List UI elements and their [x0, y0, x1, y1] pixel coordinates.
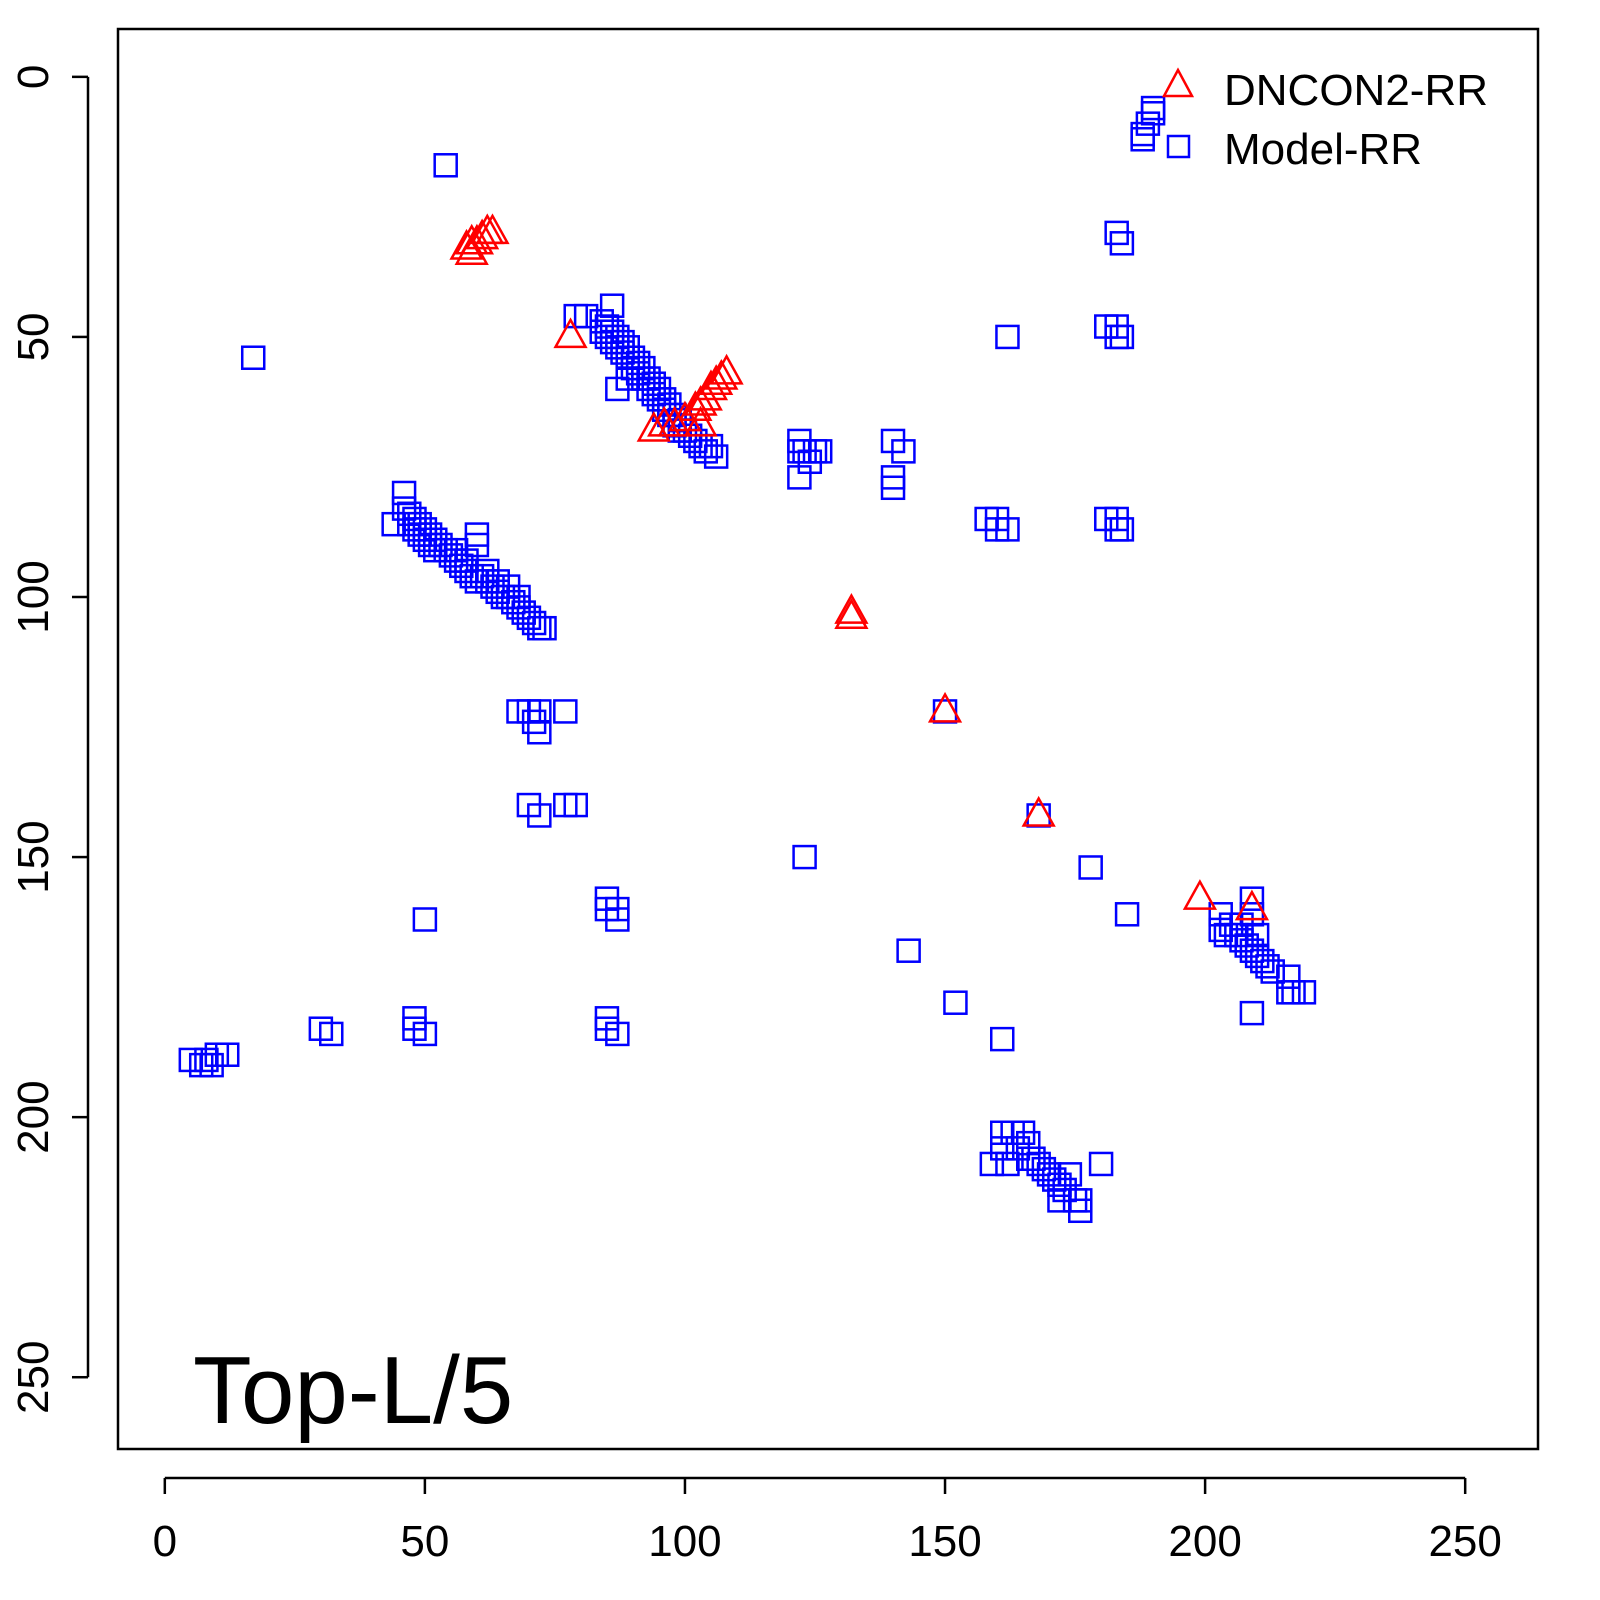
plot-frame: [116, 27, 1540, 1451]
model-rr-point: [1276, 964, 1301, 989]
model-rr-point: [792, 844, 817, 870]
model-rr-point: [240, 345, 266, 370]
legend: DNCON2-RR Model-RR: [1161, 66, 1488, 174]
model-rr-point: [1291, 980, 1317, 1005]
model-rr-point: [1088, 1151, 1114, 1177]
model-rr-point: [1068, 1188, 1093, 1213]
model-rr-point: [979, 1151, 1005, 1177]
model-rr-point: [553, 699, 578, 724]
dncon2-rr-point: [693, 369, 729, 401]
dncon2-rr-point: [449, 228, 484, 260]
x-tick-label: 50: [400, 1517, 449, 1566]
model-rr-point: [605, 907, 630, 932]
y-tick-label: 0: [9, 65, 58, 89]
panel-annotation: Top-L/5: [193, 1337, 513, 1444]
data-points: [178, 95, 1317, 1224]
legend-square-icon: [1166, 134, 1191, 159]
x-tick-label: 250: [1428, 1517, 1501, 1566]
y-axis: 0 50 100 150 200 250: [9, 65, 90, 1414]
model-rr-point: [412, 907, 438, 932]
x-tick-label: 100: [648, 1517, 721, 1566]
model-rr-point: [891, 439, 916, 464]
model-rr-point: [1239, 886, 1265, 911]
model-rr-point: [1109, 231, 1135, 256]
dncon2-rr-point: [704, 358, 739, 390]
model-rr-point: [527, 803, 552, 828]
dncon2-rr-point: [834, 593, 869, 624]
model-rr-point: [943, 990, 968, 1015]
dncon2-rr-point: [709, 353, 744, 385]
model-rr-point: [527, 699, 552, 724]
model-rr-point: [412, 1021, 438, 1047]
model-rr-point: [433, 153, 458, 178]
dncon2-rr-point: [1021, 795, 1056, 827]
model-rr-point: [1244, 922, 1270, 948]
model-rr-point: [1057, 1162, 1083, 1187]
model-rr-point: [319, 1021, 344, 1047]
dncon2-rr-point: [459, 223, 495, 255]
dncon2-rr-point: [464, 218, 500, 250]
y-tick-label: 50: [9, 312, 58, 361]
model-rr-point: [1130, 127, 1155, 152]
model-rr-point: [615, 366, 640, 391]
x-tick-label: 0: [153, 1517, 177, 1566]
model-rr-point: [1109, 324, 1135, 350]
dncon2-rr-point: [475, 213, 510, 245]
model-rr-point: [506, 584, 531, 610]
model-rr-point: [932, 699, 958, 724]
x-axis: 0 50 100 150 200 250: [153, 1476, 1502, 1566]
model-rr-point: [995, 517, 1020, 542]
dncon2-rr-point: [683, 384, 718, 416]
model-rr-point: [1078, 855, 1103, 880]
model-rr-point: [1140, 95, 1166, 121]
model-rr-point: [1260, 959, 1285, 984]
dncon2-rr-point: [699, 364, 734, 395]
model-rr-point: [1114, 902, 1140, 927]
model-rr-point: [1109, 517, 1135, 542]
y-tick-label: 150: [9, 820, 58, 893]
model-rr-point: [807, 439, 833, 464]
legend-label-model: Model-RR: [1224, 125, 1422, 174]
model-rr-point: [1239, 1000, 1265, 1026]
model-rr-point: [1026, 803, 1051, 828]
dncon2-rr-point: [553, 317, 588, 349]
legend-triangle-icon: [1161, 67, 1195, 98]
model-rr-point: [989, 1026, 1015, 1052]
dncon2-rr-point: [636, 410, 671, 442]
dncon2-rr-point: [667, 400, 703, 432]
x-tick-label: 150: [908, 1517, 981, 1566]
dncon2-rr-point: [1182, 879, 1218, 910]
dncon2-rr-point: [657, 405, 692, 437]
model-rr-point: [391, 480, 417, 506]
model-rr-point: [214, 1042, 240, 1067]
dncon2-rr-point: [1234, 889, 1270, 921]
model-rr-point: [573, 303, 599, 329]
model-rr-point: [995, 1151, 1020, 1177]
legend-label-dncon2: DNCON2-RR: [1224, 66, 1488, 115]
model-rr-point: [880, 475, 906, 501]
dncon2-rr-point: [834, 598, 869, 630]
y-tick-label: 200: [9, 1080, 58, 1153]
x-tick-label: 200: [1168, 1517, 1241, 1566]
y-tick-label: 250: [9, 1341, 58, 1414]
model-rr-point: [995, 324, 1020, 350]
model-rr-point: [599, 293, 625, 318]
model-rr-point: [896, 938, 921, 963]
y-tick-label: 100: [9, 560, 58, 633]
model-rr-point: [563, 792, 588, 818]
model-rr-point: [1276, 980, 1301, 1005]
model-rr-point: [532, 615, 557, 641]
model-rr-point: [605, 1021, 630, 1047]
dncon2-rr-point: [927, 691, 963, 723]
dncon2-rr-point: [683, 405, 718, 437]
